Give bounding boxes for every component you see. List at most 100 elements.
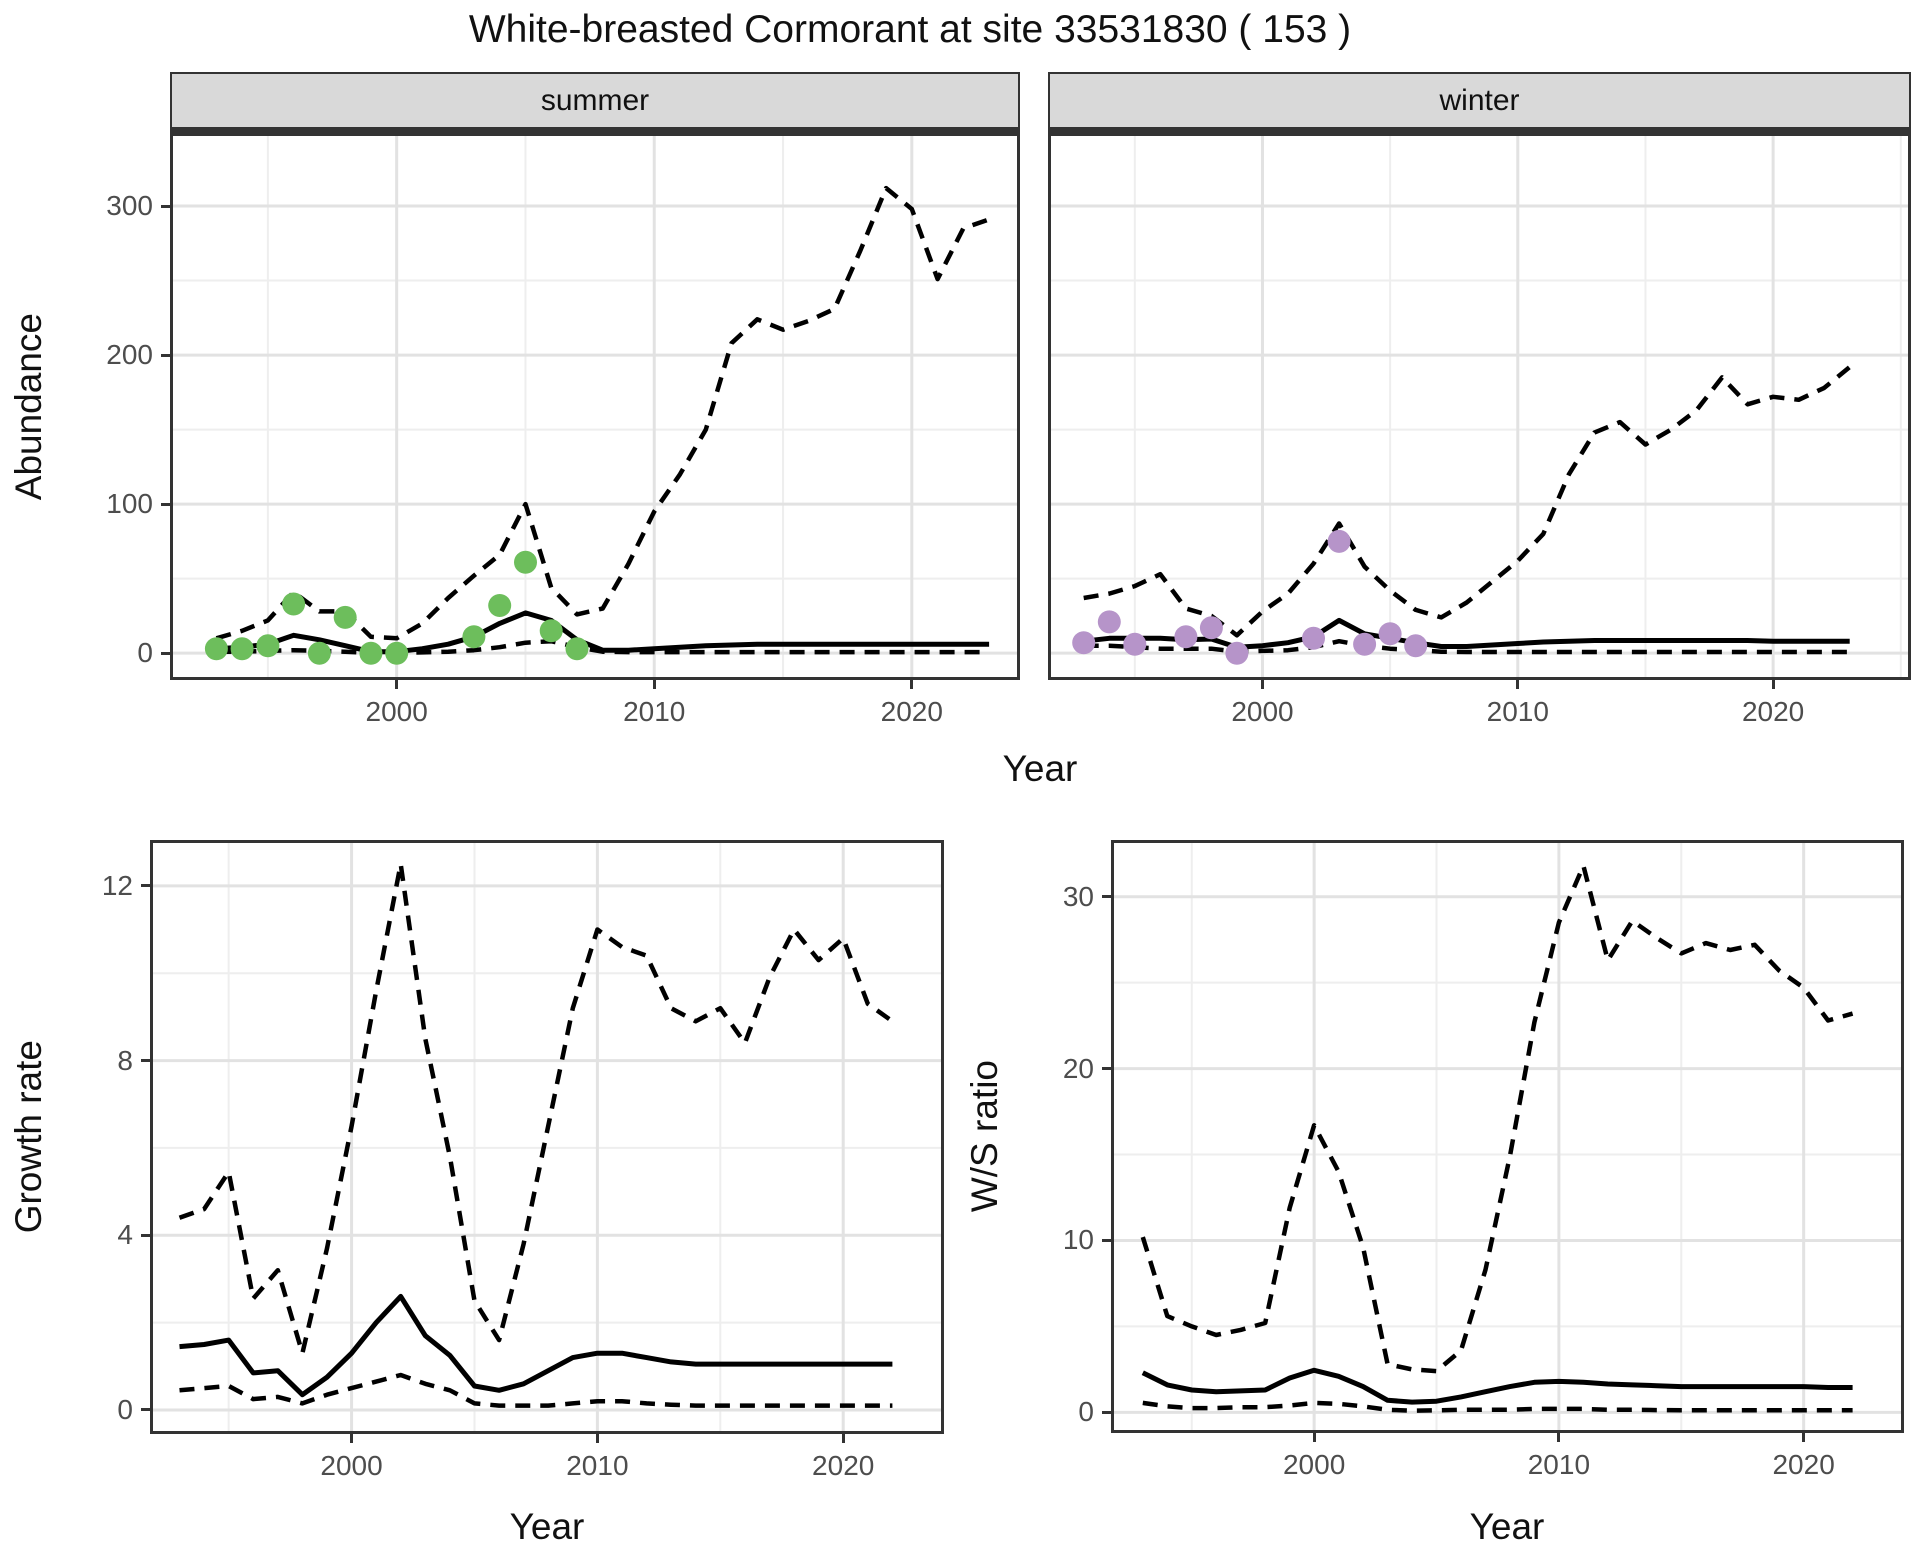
observed-point — [539, 619, 563, 643]
observed-point — [359, 641, 383, 665]
y-tick-label: 12 — [101, 869, 133, 901]
y-tick-label: 20 — [1062, 1052, 1094, 1084]
x-tick-mark — [1771, 680, 1775, 689]
y-tick-mark — [161, 651, 170, 655]
x-tick-label: 2010 — [1527, 1449, 1591, 1480]
observed-point — [256, 634, 280, 658]
y-tick-label: 10 — [1062, 1224, 1094, 1256]
y-tick-label: 30 — [1062, 880, 1094, 912]
x-tick-mark — [1312, 1433, 1316, 1442]
observed-point — [1302, 626, 1325, 650]
upper-ci-line — [1140, 863, 1854, 1374]
median-line — [216, 610, 990, 655]
y-tick-label: 300 — [106, 190, 153, 222]
x-tick-label: 2020 — [1772, 1449, 1835, 1480]
y-tick-mark — [141, 1059, 150, 1063]
abundance-winter-panel — [1048, 133, 1911, 680]
y-tick-label: 100 — [106, 488, 153, 520]
observed-point — [333, 605, 357, 629]
x-tick-mark — [395, 680, 399, 689]
x-tick-mark — [652, 680, 656, 689]
facet-strip-winter: winter — [1048, 72, 1911, 133]
y-tick-mark — [1102, 1410, 1111, 1414]
ws-ratio-panel — [1111, 840, 1904, 1433]
axis-title-text: Abundance — [8, 312, 49, 501]
y-tick-mark — [1102, 1067, 1111, 1071]
y-tick-mark — [141, 1408, 150, 1412]
y-tick-mark — [1102, 1238, 1111, 1242]
observed-point — [1123, 632, 1147, 656]
median-line — [179, 1293, 893, 1398]
x-tick-label: 2020 — [880, 696, 943, 727]
observed-point — [514, 550, 537, 574]
axis-title-text: W/S ratio — [964, 1060, 1005, 1213]
ws-ratio-axis-title: W/S ratio — [960, 840, 1010, 1433]
lower-ci-line — [1142, 1400, 1853, 1413]
growth-rate-panel — [150, 840, 944, 1434]
x-tick-label: 2010 — [566, 1450, 629, 1481]
x-tick-mark — [1557, 1433, 1561, 1442]
observed-point — [1225, 641, 1249, 665]
observed-point — [1378, 622, 1402, 646]
y-tick-mark — [161, 204, 170, 208]
x-tick-mark — [910, 680, 914, 689]
lower-ci-line — [1083, 638, 1850, 655]
y-tick-label: 0 — [137, 637, 153, 669]
x-tick-mark — [1260, 680, 1264, 689]
y-tick-mark — [161, 353, 170, 357]
observed-point — [1097, 610, 1121, 634]
median-line — [1141, 1367, 1853, 1405]
observed-point — [488, 594, 512, 617]
abundance-axis-title: Abundance — [4, 133, 54, 680]
y-tick-label: 4 — [117, 1219, 133, 1251]
y-tick-label: 8 — [117, 1044, 133, 1076]
upper-ci-line — [178, 861, 894, 1356]
y-tick-label: 0 — [117, 1393, 133, 1425]
upper-ci-line — [1083, 365, 1852, 638]
axis-title-text: Growth rate — [8, 1040, 49, 1234]
observed-point — [1072, 631, 1096, 655]
year-axis-title-growth: Year — [509, 1506, 585, 1547]
x-tick-mark — [595, 1434, 599, 1443]
x-tick-mark — [350, 1434, 354, 1443]
x-tick-mark — [1516, 680, 1520, 689]
observed-point — [385, 641, 409, 665]
observed-point — [462, 625, 486, 649]
x-tick-mark — [1802, 1433, 1806, 1442]
facet-strip-summer: summer — [170, 72, 1020, 133]
year-axis-title-top: Year — [1002, 748, 1078, 789]
y-tick-label: 0 — [1078, 1396, 1094, 1428]
observed-point — [1353, 632, 1377, 656]
observed-point — [565, 637, 589, 661]
x-tick-label: 2010 — [1486, 696, 1549, 727]
observed-point — [1174, 625, 1198, 649]
x-tick-label: 2010 — [623, 696, 686, 727]
observed-point — [204, 637, 228, 661]
x-tick-label: 2000 — [1231, 696, 1294, 727]
lower-ci-line — [179, 1372, 893, 1408]
chart-title: White-breasted Cormorant at site 3353183… — [468, 8, 1352, 51]
facet-strip-label: summer — [540, 83, 650, 117]
observed-point — [230, 637, 254, 661]
growth-rate-axis-title: Growth rate — [4, 840, 54, 1434]
observed-point — [282, 592, 306, 616]
x-tick-label: 2000 — [320, 1450, 383, 1481]
observed-point — [307, 641, 331, 665]
abundance-summer-panel — [170, 133, 1020, 680]
facet-strip-label: winter — [1439, 83, 1520, 117]
x-tick-label: 2000 — [365, 696, 428, 727]
observed-point — [1327, 529, 1351, 553]
y-tick-mark — [141, 1233, 150, 1237]
y-tick-mark — [1102, 895, 1111, 899]
y-tick-mark — [141, 884, 150, 888]
x-tick-mark — [841, 1434, 845, 1443]
x-tick-label: 2020 — [1741, 696, 1805, 727]
year-axis-title-ws: Year — [1469, 1506, 1545, 1547]
y-tick-mark — [161, 502, 170, 506]
x-tick-label: 2000 — [1282, 1449, 1346, 1480]
x-tick-label: 2020 — [812, 1450, 875, 1481]
observed-point — [1404, 634, 1428, 658]
y-tick-label: 200 — [106, 339, 153, 371]
observed-point — [1199, 616, 1223, 640]
